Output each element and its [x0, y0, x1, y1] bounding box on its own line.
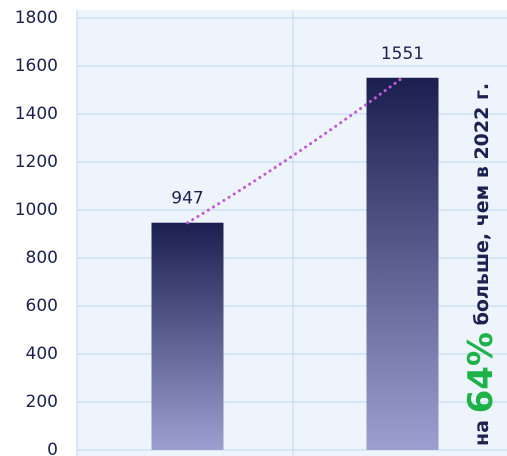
y-tick-label: 200 [26, 392, 58, 412]
y-tick-label: 800 [26, 248, 58, 268]
y-tick-label: 600 [26, 296, 58, 316]
y-tick-label: 1600 [15, 56, 58, 76]
y-tick-label: 0 [47, 440, 58, 456]
value-label: 947 [171, 189, 203, 209]
y-tick-label: 1800 [15, 8, 58, 28]
annotation-suffix: больше, чем в 2022 г. [471, 83, 493, 326]
annotation-highlight: 64% [461, 332, 501, 413]
plot-background [77, 10, 507, 456]
bar [366, 77, 439, 450]
value-label: 1551 [381, 44, 424, 64]
y-tick-label: 1200 [15, 152, 58, 172]
annotation: на 64% больше, чем в 2022 г. [461, 83, 501, 446]
trend-line [186, 76, 404, 225]
bar [151, 222, 224, 450]
y-tick-label: 1400 [15, 104, 58, 124]
y-tick-label: 400 [26, 344, 58, 364]
y-tick-label: 1000 [15, 200, 58, 220]
annotation-prefix: на [471, 420, 493, 446]
